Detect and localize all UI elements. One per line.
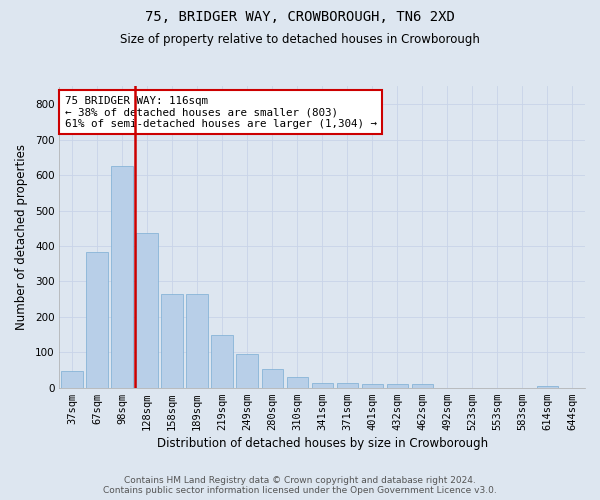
X-axis label: Distribution of detached houses by size in Crowborough: Distribution of detached houses by size … bbox=[157, 437, 488, 450]
Bar bbox=[136, 233, 158, 388]
Bar bbox=[386, 384, 408, 388]
Bar bbox=[61, 371, 83, 388]
Y-axis label: Number of detached properties: Number of detached properties bbox=[15, 144, 28, 330]
Text: 75 BRIDGER WAY: 116sqm
← 38% of detached houses are smaller (803)
61% of semi-de: 75 BRIDGER WAY: 116sqm ← 38% of detached… bbox=[65, 96, 377, 128]
Text: 75, BRIDGER WAY, CROWBOROUGH, TN6 2XD: 75, BRIDGER WAY, CROWBOROUGH, TN6 2XD bbox=[145, 10, 455, 24]
Bar bbox=[86, 252, 107, 388]
Text: Contains HM Land Registry data © Crown copyright and database right 2024.
Contai: Contains HM Land Registry data © Crown c… bbox=[103, 476, 497, 495]
Bar bbox=[211, 334, 233, 388]
Bar bbox=[311, 382, 333, 388]
Bar bbox=[337, 384, 358, 388]
Bar bbox=[412, 384, 433, 388]
Bar bbox=[187, 294, 208, 388]
Bar bbox=[287, 378, 308, 388]
Bar bbox=[236, 354, 258, 388]
Text: Size of property relative to detached houses in Crowborough: Size of property relative to detached ho… bbox=[120, 32, 480, 46]
Bar bbox=[262, 369, 283, 388]
Bar bbox=[161, 294, 182, 388]
Bar bbox=[112, 166, 133, 388]
Bar bbox=[537, 386, 558, 388]
Bar bbox=[362, 384, 383, 388]
